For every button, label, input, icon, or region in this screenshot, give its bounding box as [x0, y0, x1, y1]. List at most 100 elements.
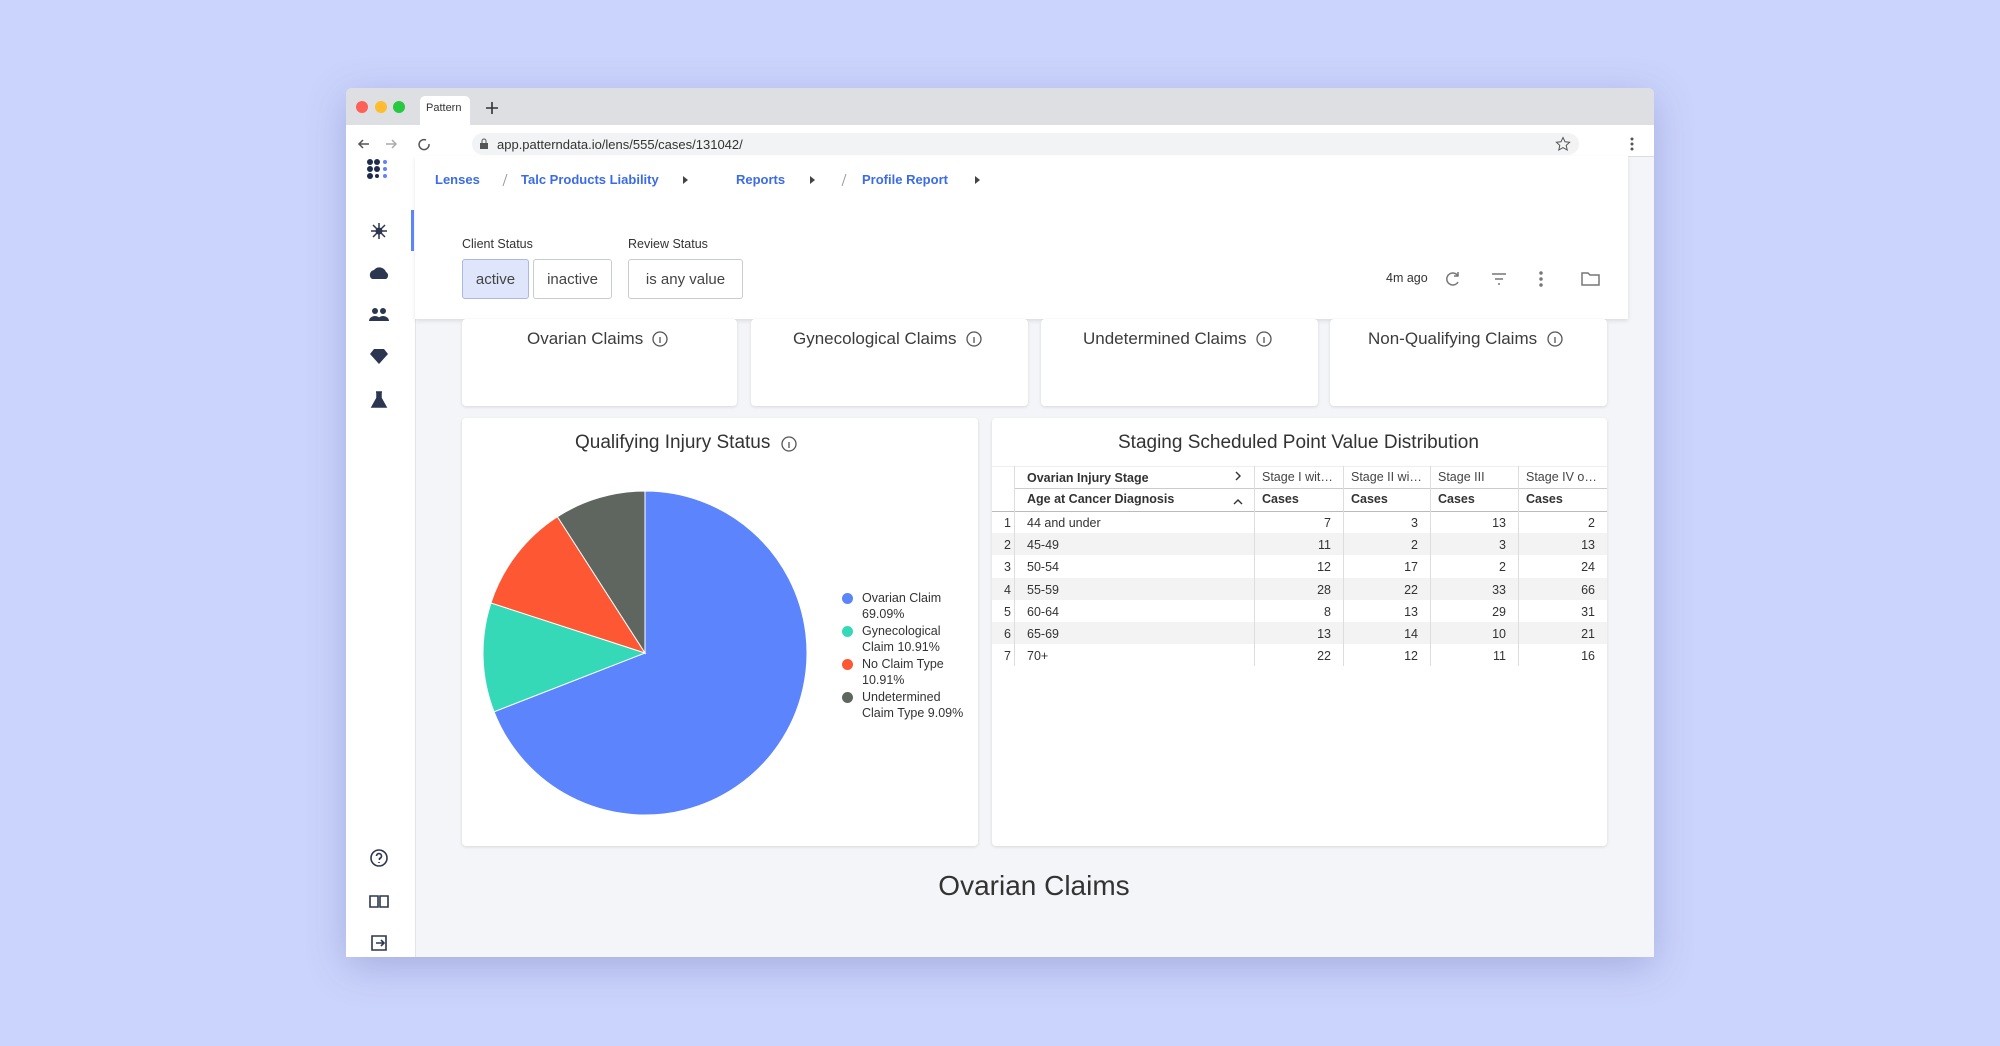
filter-option[interactable]: inactive: [533, 259, 612, 299]
table-cell: 2: [1588, 516, 1595, 530]
new-tab-button[interactable]: [484, 100, 500, 116]
legend-value: 9.09%: [927, 706, 964, 720]
column-divider: [1518, 466, 1519, 667]
legend-swatch: [842, 626, 853, 637]
card: [1041, 319, 1318, 406]
row-index: 6: [1004, 627, 1011, 641]
breadcrumb-separators: [502, 173, 980, 187]
pie-slice: [490, 516, 647, 654]
pie-slice: [482, 602, 647, 713]
legend-swatch: [842, 593, 853, 604]
header-panel: [415, 156, 1628, 319]
bookmark-icon[interactable]: [1555, 136, 1571, 152]
measure-header: Cases: [1526, 492, 1563, 506]
card-title: Non-Qualifying Claims: [1368, 329, 1538, 348]
table-cell: 8: [1324, 604, 1331, 619]
breadcrumb[interactable]: Talc Products Liability: [521, 172, 659, 187]
legend-item: Ovarian Claim 69.09%: [842, 590, 972, 622]
table-cell: 28: [1317, 582, 1331, 597]
filter-option-selected[interactable]: active: [462, 259, 529, 299]
column-divider: [1014, 466, 1015, 667]
browser-tab[interactable]: Pattern: [420, 96, 470, 125]
legend-text: No Claim Type 10.91%: [862, 656, 972, 688]
row-index: 3: [1004, 560, 1011, 575]
filter-label: Client Status: [462, 237, 533, 251]
card-title: Undetermined Claims: [1083, 329, 1247, 348]
pie-chart: [482, 490, 808, 816]
header-divider: [1014, 488, 1607, 489]
row-band: [992, 577, 1607, 600]
filter-label: Review Status: [628, 237, 708, 251]
updated-time: 4m ago: [1386, 271, 1428, 285]
legend-text: Undetermined Claim Type 9.09%: [862, 689, 972, 721]
breadcrumb[interactable]: Profile Report: [862, 172, 948, 187]
breadcrumb[interactable]: Reports: [736, 172, 786, 187]
table-cell: 21: [1581, 627, 1595, 641]
legend-text: Ovarian Claim 69.09%: [862, 590, 972, 622]
row-label: 60-64: [1027, 604, 1059, 619]
card: [1330, 319, 1607, 406]
close-button[interactable]: [356, 101, 368, 113]
legend-value: 69.09%: [862, 607, 905, 621]
maximize-button[interactable]: [393, 101, 405, 113]
column-header: Stage I wit…: [1262, 470, 1333, 484]
legend-swatch: [842, 659, 853, 670]
nav-buttons[interactable]: [356, 136, 436, 152]
pivot-header: Ovarian Injury Stage: [1027, 471, 1149, 485]
active-indicator: [411, 210, 414, 251]
table-cell: 2: [1499, 560, 1506, 575]
sidebar-bottom-nav[interactable]: [367, 846, 391, 956]
card: [751, 319, 1028, 406]
pivot-table: Ovarian Injury Stage Age at Cancer Diagno…: [992, 466, 1607, 667]
url: app.patterndata.io/lens/555/cases/131042…: [497, 137, 743, 152]
row-label: 65-69: [1027, 627, 1059, 641]
header-tools[interactable]: [1443, 269, 1603, 289]
measure-header: Cases: [1351, 492, 1388, 506]
table-cell: 13: [1404, 604, 1418, 619]
legend: Ovarian Claim 69.09% Gynecological Claim …: [842, 590, 972, 722]
sort-icons[interactable]: [1232, 468, 1246, 508]
column-header: Stage III: [1438, 470, 1485, 484]
sidebar: [346, 156, 416, 957]
column-header: Stage II wi…: [1351, 470, 1422, 484]
legend-text: Gynecological Claim 10.91%: [862, 623, 972, 655]
table-cell: 17: [1404, 560, 1418, 575]
table-cell: 16: [1581, 649, 1595, 664]
menu-icon[interactable]: [1629, 136, 1635, 152]
legend-label: Gynecological Claim: [862, 624, 941, 654]
legend-label: Undetermined Claim Type: [862, 690, 941, 720]
address-bar[interactable]: [472, 133, 1579, 155]
row-index: 7: [1004, 649, 1011, 664]
pie-slice: [493, 490, 808, 816]
legend-value: 10.91%: [862, 673, 905, 687]
legend-label: Ovarian Claim: [862, 591, 942, 605]
minimize-button[interactable]: [375, 101, 387, 113]
tab-bar: [346, 88, 1654, 125]
table-cell: 12: [1404, 649, 1418, 664]
table-cell: 11: [1493, 649, 1506, 664]
row-label: 50-54: [1027, 560, 1059, 575]
table-cell: 14: [1404, 627, 1418, 641]
table-cell: 66: [1581, 582, 1595, 597]
table-cell: 3: [1499, 538, 1506, 553]
table-cell: 10: [1492, 627, 1506, 641]
column-divider: [1430, 466, 1431, 667]
legend-item: Undetermined Claim Type 9.09%: [842, 689, 972, 721]
row-band: [992, 622, 1607, 644]
breadcrumb[interactable]: Lenses: [435, 172, 480, 187]
table-cell: 3: [1411, 516, 1418, 530]
table-cell: 12: [1317, 560, 1331, 575]
table-cell: 2: [1411, 538, 1418, 553]
table-title: Staging Scheduled Point Value Distributi…: [1118, 432, 1479, 453]
card-title: Ovarian Claims: [527, 329, 644, 348]
filter-option[interactable]: is any value: [628, 259, 743, 299]
row-label: 55-59: [1027, 582, 1059, 597]
legend-swatch: [842, 692, 853, 703]
row-label: 44 and under: [1027, 516, 1101, 530]
logo[interactable]: [365, 158, 395, 184]
table-cell: 24: [1581, 560, 1595, 575]
table-cell: 22: [1404, 582, 1418, 597]
sidebar-nav[interactable]: [367, 219, 391, 419]
